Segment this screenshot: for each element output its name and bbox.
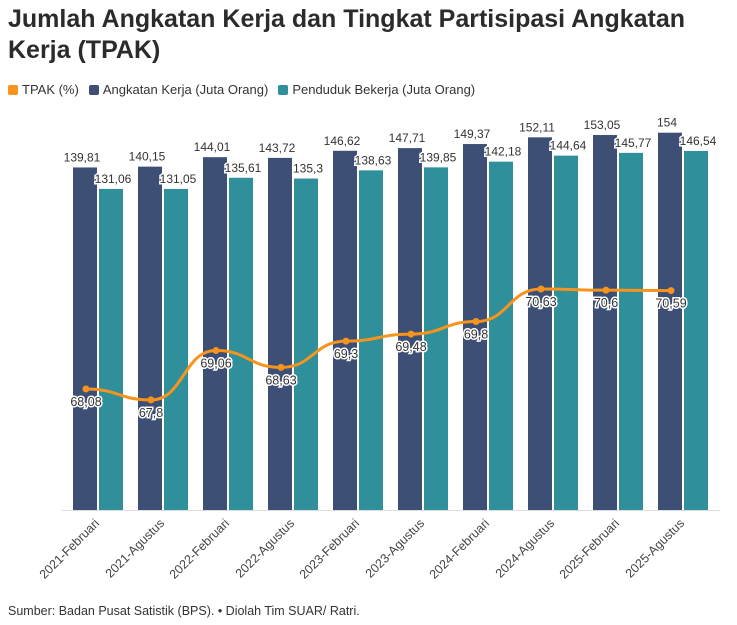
legend-label: Angkatan Kerja (Juta Orang) [102,82,269,97]
bar-penduduk-bekerja [294,178,318,510]
bar-angkatan-kerja [528,137,552,510]
tpak-point [147,396,155,404]
chart-title: Jumlah Angkatan Kerja dan Tingkat Partis… [8,5,686,64]
data-label-tpak: 70,63 [525,295,556,309]
bar-angkatan-kerja [658,132,682,510]
data-label-penduduk: 145,77 [615,136,652,150]
tpak-point [407,330,415,338]
data-label-angkatan: 143,72 [259,141,296,155]
data-label-angkatan: 144,01 [194,140,231,154]
legend-item-penduduk[interactable]: Penduduk Bekerja (Juta Orang) [278,82,475,97]
data-label-tpak: 69,3 [334,347,358,361]
data-label-penduduk: 146,54 [680,134,717,148]
bar-penduduk-bekerja [99,188,123,510]
bar-penduduk-bekerja [554,155,578,510]
data-label-penduduk: 131,05 [160,172,197,186]
legend-label: TPAK (%) [22,82,79,97]
tpak-point [472,318,480,326]
bar-penduduk-bekerja [489,161,513,510]
data-label-angkatan: 154 [657,116,677,130]
bar-penduduk-bekerja [424,167,448,510]
x-tick-label: 2021-Agustus [103,516,167,580]
data-label-tpak: 69,48 [395,340,426,354]
bar-angkatan-kerja [463,144,487,510]
bar-angkatan-kerja [593,135,617,510]
data-label-penduduk: 138,63 [355,153,392,167]
x-tick-label: 2024-Februari [427,516,492,581]
data-label-penduduk: 139,85 [420,150,457,164]
data-label-tpak: 69,06 [200,357,231,371]
tpak-point [667,287,675,295]
legend-item-angkatan[interactable]: Angkatan Kerja (Juta Orang) [88,82,269,97]
data-label-penduduk: 142,18 [485,145,522,159]
x-tick-label: 2023-Februari [297,516,362,581]
tpak-point [537,285,545,293]
legend-swatch-tpak [8,84,18,95]
x-tick-label: 2021-Februari [37,516,102,581]
bar-penduduk-bekerja [684,150,708,511]
tpak-point [277,363,285,371]
data-label-angkatan: 140,15 [129,150,166,164]
bar-angkatan-kerja [73,167,97,510]
legend-swatch-angkatan [88,84,99,95]
x-tick-label: 2023-Agustus [363,516,427,580]
data-label-angkatan: 153,05 [584,118,621,132]
data-label-penduduk: 131,06 [95,172,132,186]
legend-item-tpak[interactable]: TPAK (%) [8,82,79,97]
data-label-angkatan: 149,37 [454,127,491,141]
bar-angkatan-kerja [203,157,227,510]
x-tick-label: 2022-Agustus [233,516,297,580]
data-label-angkatan: 152,11 [519,120,555,134]
bar-angkatan-kerja [138,166,162,510]
bar-angkatan-kerja [333,150,357,510]
data-label-angkatan: 146,62 [324,134,361,148]
data-label-angkatan: 139,81 [64,150,101,164]
data-label-tpak: 70,6 [594,296,618,310]
bar-penduduk-bekerja [619,152,643,510]
data-label-penduduk: 135,3 [293,162,323,176]
bar-angkatan-kerja [398,148,422,510]
data-label-penduduk: 144,64 [550,139,587,153]
data-label-tpak: 69,8 [464,328,488,342]
bar-penduduk-bekerja [164,188,188,511]
data-label-tpak: 68,63 [265,373,296,387]
x-tick-label: 2025-Februari [557,516,622,581]
x-tick-label: 2024-Agustus [493,516,557,580]
tpak-point [82,385,90,393]
tpak-line [85,287,672,402]
legend-label: Penduduk Bekerja (Juta Orang) [292,82,476,97]
source-note: Sumber: Badan Pusat Satistik (BPS). • Di… [8,604,360,618]
data-label-tpak: 70,59 [655,297,686,311]
x-tick-label: 2022-Februari [167,516,232,581]
x-tick-label: 2025-Agustus [623,516,687,580]
bar-angkatan-kerja [268,157,292,511]
tpak-point [342,337,350,345]
tpak-point [212,347,220,355]
data-label-penduduk: 135,61 [225,161,262,175]
bar-penduduk-bekerja [229,177,253,510]
tpak-point [602,286,610,294]
legend-swatch-penduduk [278,84,289,95]
data-label-tpak: 68,08 [70,395,101,409]
data-label-tpak: 67,8 [139,406,163,420]
legend: TPAK (%) Angkatan Kerja (Juta Orang) Pen… [8,82,475,97]
data-label-angkatan: 147,71 [389,131,426,145]
